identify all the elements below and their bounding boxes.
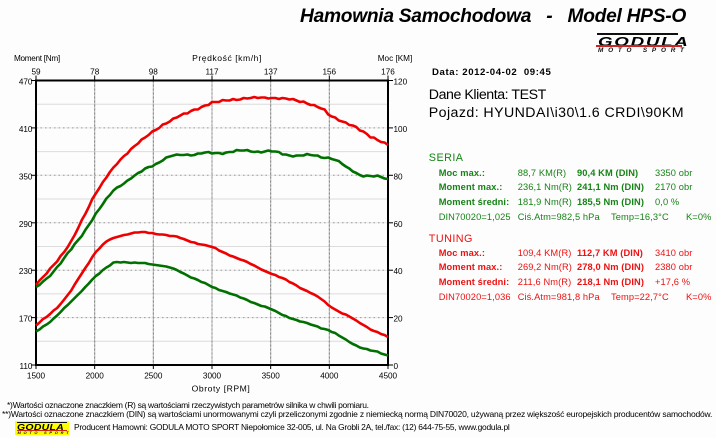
- svg-text:120: 120: [394, 78, 408, 87]
- svg-text:290: 290: [19, 220, 33, 229]
- svg-text:137: 137: [264, 68, 278, 77]
- svg-text:80: 80: [394, 172, 404, 181]
- svg-text:59: 59: [31, 68, 41, 77]
- svg-text:3500: 3500: [262, 371, 281, 380]
- svg-text:350: 350: [19, 172, 33, 181]
- svg-text:410: 410: [19, 125, 33, 134]
- svg-text:4000: 4000: [320, 371, 339, 380]
- svg-text:3000: 3000: [203, 371, 222, 380]
- svg-text:100: 100: [394, 125, 408, 134]
- svg-text:0: 0: [394, 362, 399, 371]
- svg-text:110: 110: [19, 362, 32, 371]
- svg-text:40: 40: [394, 267, 404, 276]
- svg-text:1500: 1500: [27, 371, 46, 380]
- svg-text:156: 156: [322, 68, 336, 77]
- svg-text:170: 170: [19, 315, 33, 324]
- svg-text:470: 470: [19, 78, 33, 87]
- svg-text:2500: 2500: [144, 371, 163, 380]
- svg-text:Obroty [RPM]: Obroty [RPM]: [192, 383, 251, 393]
- svg-text:Moc [KM]: Moc [KM]: [378, 54, 413, 63]
- svg-text:Prędkość [km/h]: Prędkość [km/h]: [192, 53, 262, 63]
- svg-text:230: 230: [19, 267, 33, 276]
- svg-text:4500: 4500: [379, 371, 398, 380]
- svg-text:2000: 2000: [86, 371, 105, 380]
- svg-text:176: 176: [381, 68, 395, 77]
- svg-text:117: 117: [205, 68, 218, 77]
- svg-text:Moment [Nm]: Moment [Nm]: [14, 54, 60, 63]
- svg-text:60: 60: [394, 220, 404, 229]
- svg-text:98: 98: [149, 68, 159, 77]
- svg-text:78: 78: [90, 68, 100, 77]
- svg-text:20: 20: [394, 315, 404, 324]
